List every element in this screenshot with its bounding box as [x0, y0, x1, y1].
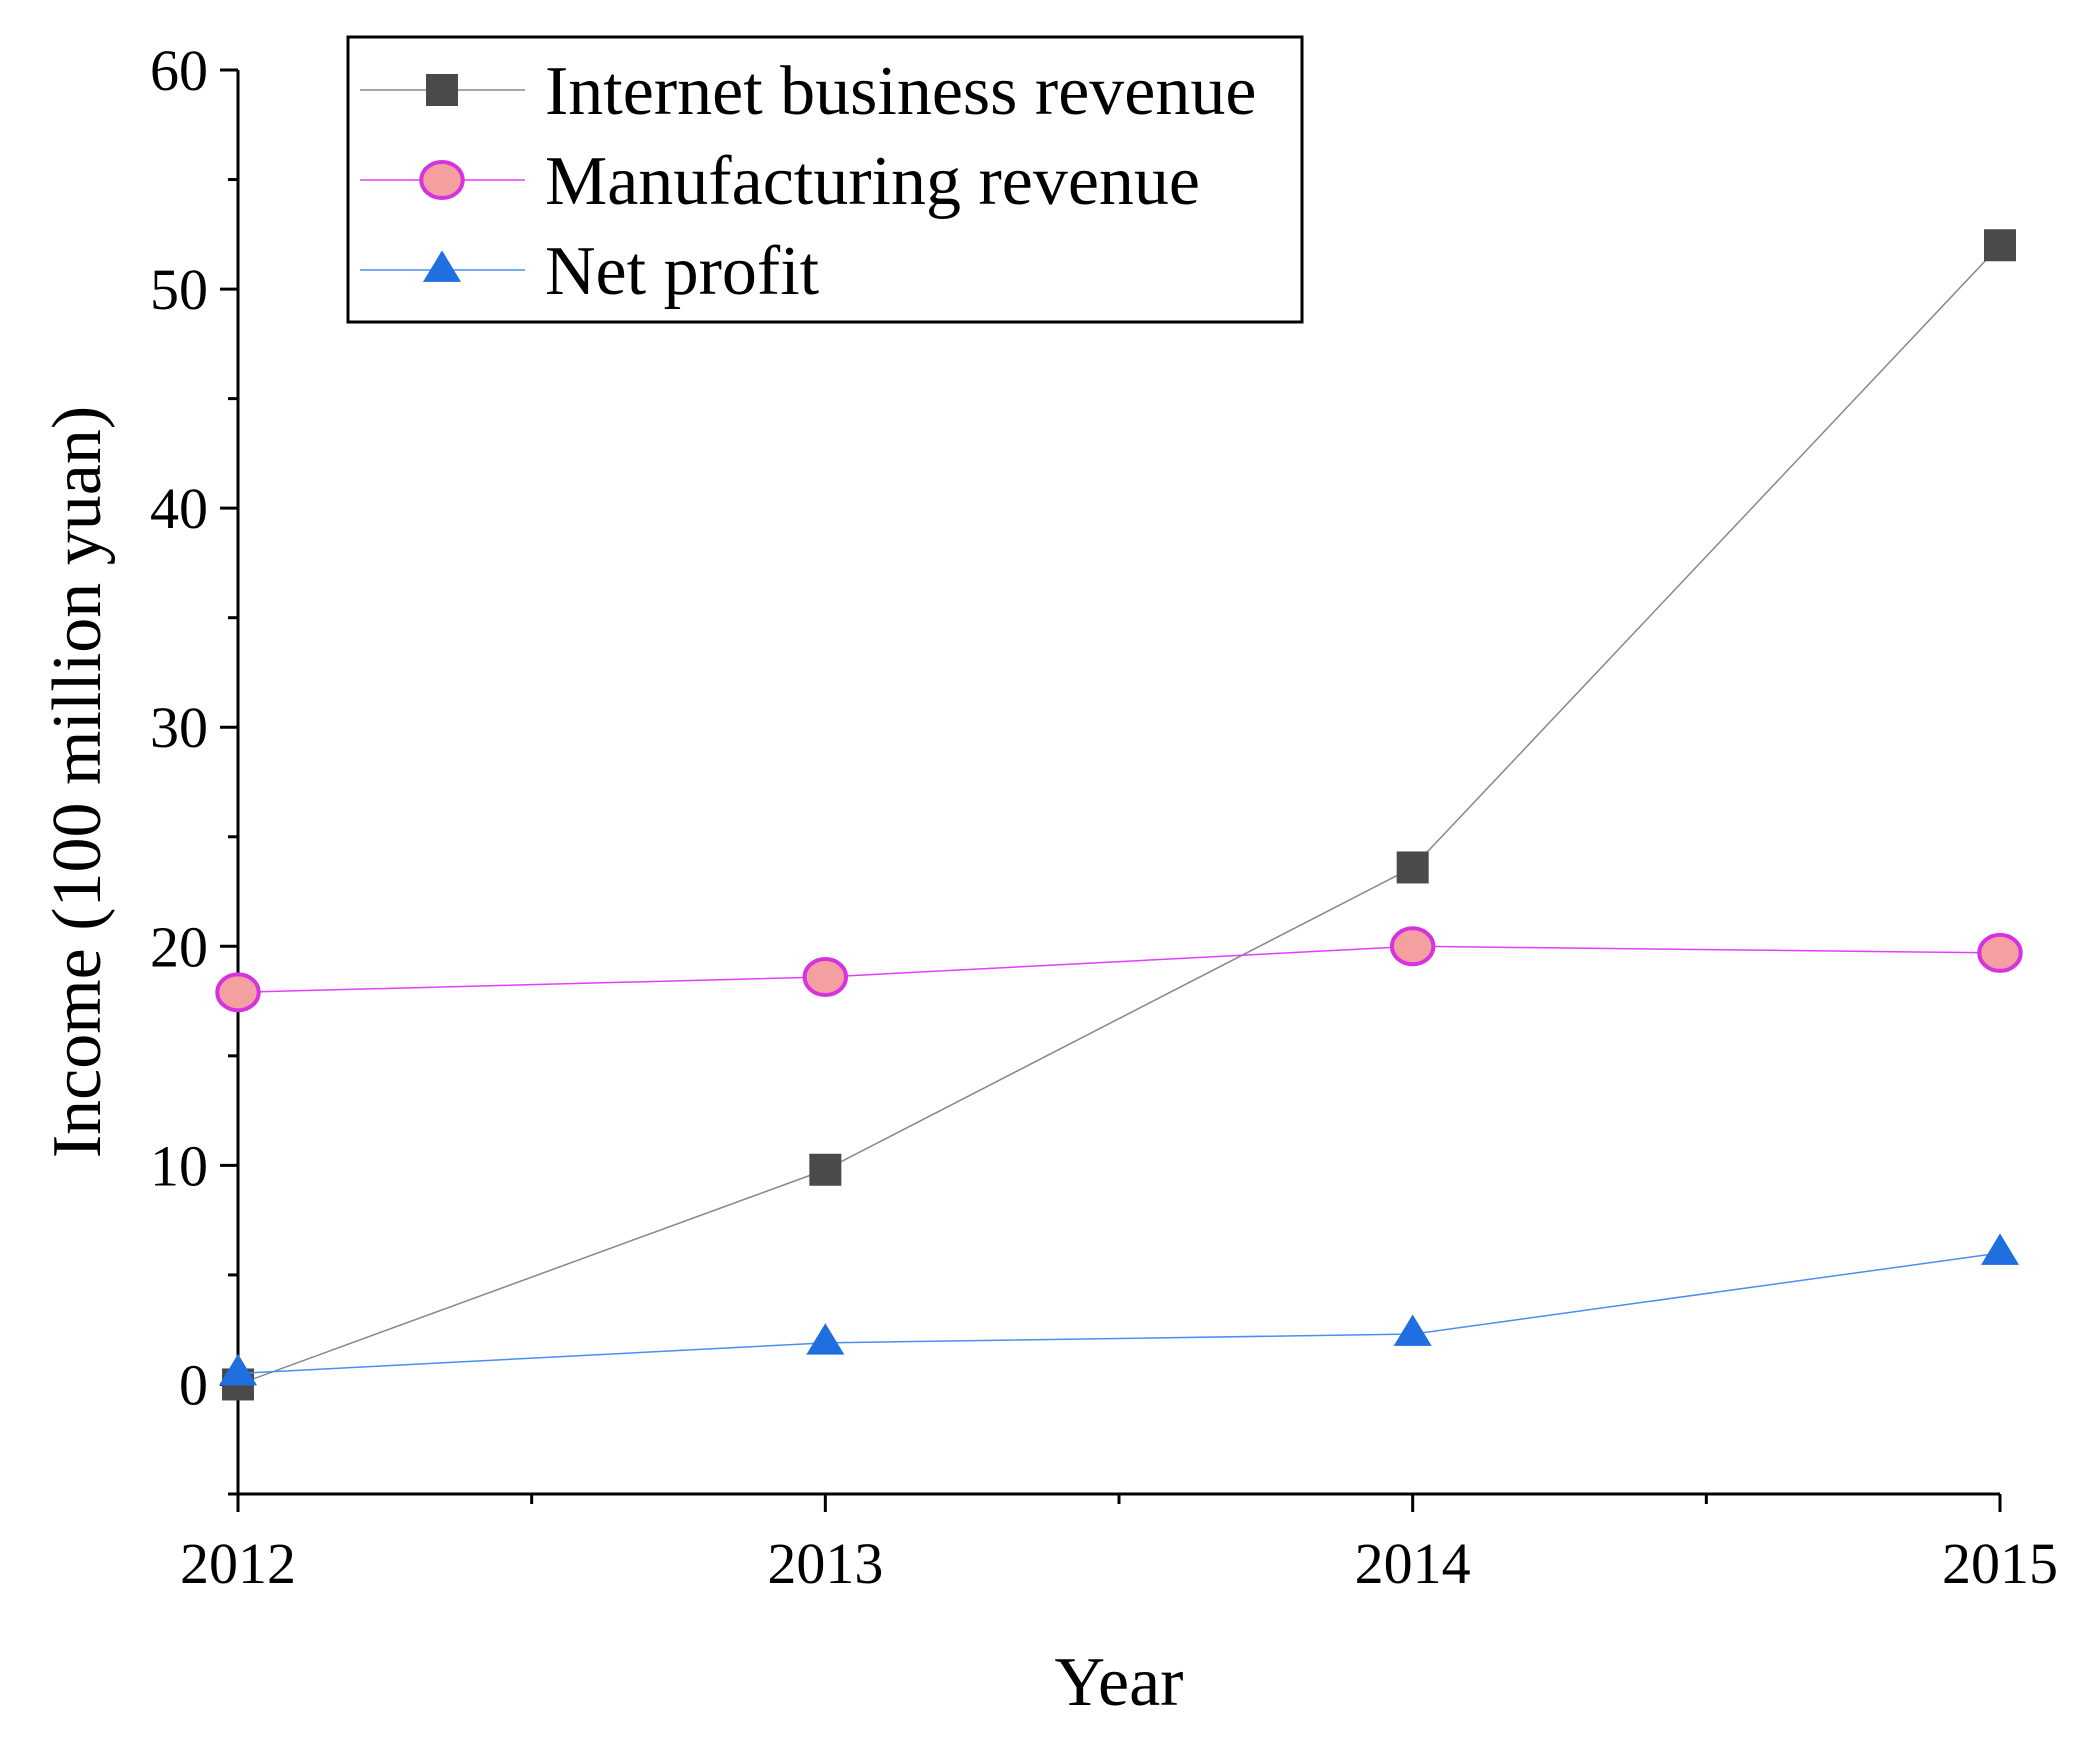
y-tick-label: 0 [179, 1352, 208, 1417]
legend-marker [422, 250, 462, 282]
data-point [1980, 1233, 2020, 1265]
x-tick-label: 2015 [1942, 1531, 2058, 1596]
data-point [1396, 851, 1429, 884]
legend-marker [426, 74, 458, 106]
data-point [1389, 926, 1436, 967]
x-tick-label: 2014 [1355, 1531, 1471, 1596]
y-tick-label: 20 [150, 914, 208, 979]
series-2 [218, 1233, 2020, 1386]
legend-item: Net profit [360, 233, 820, 310]
plot-area: 0 10 20 30 40 50 60 2012 2013 2014 2015 [150, 38, 2058, 1596]
series-line [237, 945, 2001, 994]
data-point [809, 1153, 842, 1186]
series-line [237, 1252, 2001, 1375]
x-tick-label: 2012 [180, 1531, 296, 1596]
y-tick-label: 30 [150, 695, 208, 760]
y-tick-label: 10 [150, 1133, 208, 1198]
y-tick-label: 50 [150, 257, 208, 322]
data-point [218, 1353, 258, 1386]
x-ticks: 2012 2013 2014 2015 [180, 1494, 2058, 1596]
y-axis-title: Income (100 million yuan) [39, 406, 116, 1158]
legend-marker [419, 160, 465, 200]
series-1 [215, 926, 2023, 1013]
series-0 [222, 229, 2016, 1401]
x-tick-label: 2013 [767, 1531, 883, 1596]
legend-item: Internet business revenue [360, 53, 1256, 130]
data-point [1393, 1314, 1432, 1346]
x-axis-title: Year [1055, 1644, 1184, 1721]
y-tick-label: 40 [150, 476, 208, 541]
series-line [237, 244, 2001, 1386]
data-point [1977, 932, 2023, 973]
y-ticks: 0 10 20 30 40 50 60 [150, 38, 238, 1496]
y-tick-label: 60 [150, 38, 208, 103]
legend-label: Manufacturing revenue [545, 143, 1200, 220]
legend-label: Net profit [545, 233, 820, 310]
legend-label: Internet business revenue [545, 53, 1256, 130]
data-point [806, 1323, 845, 1355]
data-point [802, 956, 849, 997]
data-point [1984, 229, 2016, 262]
series-layer [215, 229, 2023, 1401]
legend-item: Manufacturing revenue [360, 143, 1200, 220]
legend: Internet business revenue Manufacturing r… [346, 35, 1304, 324]
data-point [215, 972, 261, 1013]
legend-items: Internet business revenue Manufacturing r… [360, 53, 1256, 310]
